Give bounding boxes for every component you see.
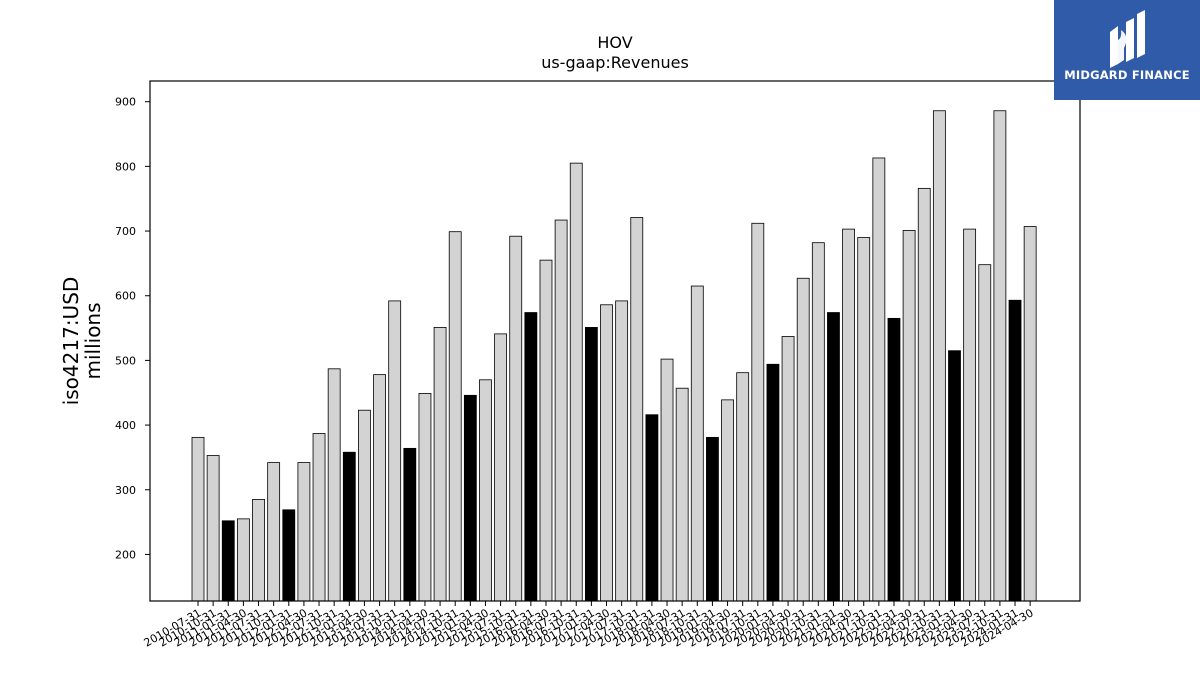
bar-2016-01-31	[524, 312, 538, 602]
bar-2019-07-31	[736, 372, 750, 602]
bar-2018-04-30	[660, 358, 674, 602]
y-tick-label: 600	[115, 290, 136, 303]
y-axis-label-unit: iso4217:USD	[59, 277, 83, 406]
y-tick-label: 400	[115, 419, 136, 432]
bar-2023-01-31	[948, 350, 961, 602]
plot-frame	[149, 80, 1081, 602]
bar-2015-04-30	[479, 379, 492, 602]
bar-2014-04-30	[418, 392, 432, 602]
y-tick-label: 900	[115, 96, 136, 109]
chart-title: HOV	[597, 33, 632, 52]
bar-2017-01-31	[584, 327, 598, 602]
bar-2016-07-31	[554, 219, 568, 602]
bar-2010-07-31	[191, 436, 205, 602]
bar-2021-04-30	[842, 228, 855, 602]
bar-2016-10-31	[569, 162, 583, 602]
bar-2014-07-31	[433, 327, 447, 602]
y-axis-label-scale: millions	[81, 302, 105, 379]
logo-text: MIDGARD FINANCE	[1064, 68, 1190, 82]
bar-2021-01-31	[827, 312, 840, 602]
bar-2015-07-31	[494, 333, 508, 602]
bar-2013-01-31	[342, 451, 356, 602]
bar-2014-10-31	[448, 231, 462, 602]
bar-2013-04-30	[358, 409, 371, 602]
bar-2017-04-30	[600, 304, 613, 602]
bar-2019-04-30	[721, 399, 734, 602]
bar-2018-10-31	[690, 285, 704, 602]
bar-2021-07-31	[857, 237, 871, 602]
bar-2010-10-31	[206, 455, 220, 602]
bar-2012-01-31	[282, 509, 296, 602]
y-tick-label: 500	[115, 354, 136, 367]
bar-2014-01-31	[403, 447, 417, 602]
y-axis: 200 300 400 500 600 700 800 900	[115, 96, 150, 561]
bar-2011-07-31	[252, 499, 265, 602]
bar-2022-04-30	[902, 229, 916, 602]
bar-2022-10-31	[932, 110, 946, 602]
bar-2018-01-31	[645, 414, 659, 602]
bar-2019-10-31	[751, 222, 765, 602]
bar-2018-07-31	[675, 387, 689, 602]
bar-2012-07-31	[312, 433, 326, 602]
midgard-logo-icon	[1110, 10, 1145, 68]
bar-2013-10-31	[388, 300, 402, 602]
bar-2020-10-31	[811, 242, 825, 602]
bar-2015-01-31	[463, 394, 477, 602]
bar-2021-10-31	[872, 157, 886, 602]
bar-2017-07-31	[615, 300, 629, 602]
x-axis: 2010-07-312010-10-312011-01-312011-04-30…	[142, 601, 1036, 650]
bar-2023-04-30	[963, 228, 977, 602]
y-tick-label: 200	[115, 548, 136, 561]
y-tick-label: 800	[115, 160, 136, 173]
bar-2023-07-31	[978, 264, 992, 602]
bar-2020-04-30	[781, 336, 795, 602]
midgard-finance-logo: MIDGARD FINANCE	[1054, 0, 1200, 100]
bar-2023-10-31	[993, 110, 1007, 602]
bar-2011-01-31	[221, 520, 235, 602]
bar-2015-10-31	[509, 235, 523, 602]
bar-2012-04-30	[297, 462, 311, 602]
bar-2011-10-31	[267, 462, 281, 602]
bar-2017-10-31	[630, 217, 644, 602]
bar-2011-04-30	[236, 518, 250, 602]
y-tick-label: 700	[115, 225, 136, 238]
bar-2012-10-31	[327, 368, 341, 602]
bar-2020-01-31	[766, 363, 780, 602]
bar-2016-04-30	[539, 259, 553, 602]
bar-2013-07-31	[373, 374, 386, 602]
bar-2022-01-31	[887, 317, 901, 602]
bar-2020-07-31	[796, 277, 810, 602]
y-axis-label: iso4217:USD millions	[59, 277, 105, 406]
y-tick-label: 300	[115, 484, 136, 497]
bars-group	[191, 110, 1037, 602]
bar-2024-01-31	[1008, 299, 1022, 602]
bar-2022-07-31	[917, 187, 931, 602]
bar-2024-04-30	[1023, 226, 1037, 602]
bar-2019-01-31	[706, 436, 719, 602]
chart-subtitle: us-gaap:Revenues	[541, 53, 689, 72]
